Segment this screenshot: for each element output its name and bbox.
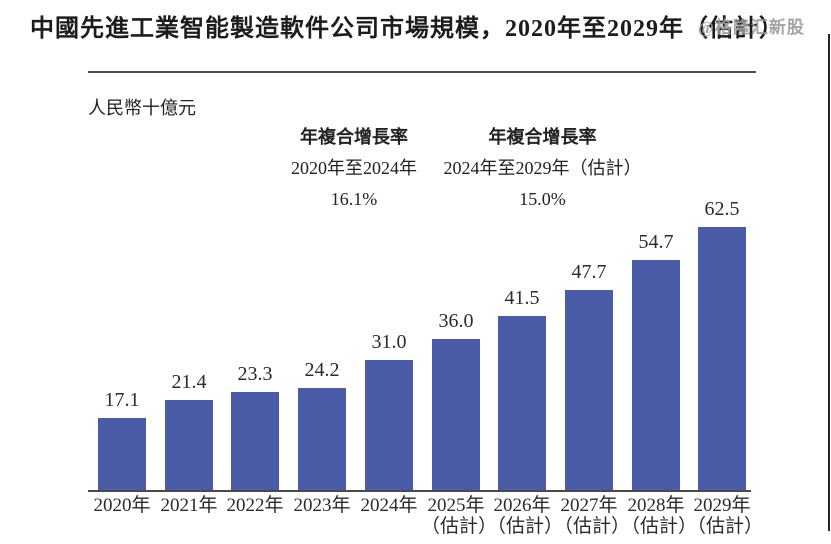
x-axis-label: 2029年 （估計） bbox=[687, 495, 764, 537]
x-axis-label-estimate-note: （估計） bbox=[621, 516, 698, 537]
bar-2020年 bbox=[98, 418, 146, 490]
cagr-annotation-2020-2024: 年複合增長率 2020年至2024年 16.1% bbox=[214, 126, 494, 219]
x-axis-label-year: 2028年 bbox=[627, 495, 685, 516]
unit-label: 人民幣十億元 bbox=[88, 98, 196, 118]
title-divider-line bbox=[88, 71, 756, 73]
x-axis-label-year: 2023年 bbox=[293, 495, 351, 516]
x-axis-label-estimate-note: （估計） bbox=[487, 516, 564, 537]
x-axis-label-year: 2022年 bbox=[226, 495, 284, 516]
bar-value-label: 62.5 bbox=[704, 198, 740, 220]
bar-2025年 bbox=[432, 339, 480, 490]
x-axis-label: 2028年 （估計） bbox=[621, 495, 698, 537]
x-axis-label-estimate-note: （估計） bbox=[421, 516, 498, 537]
bar-2029年 bbox=[698, 227, 746, 490]
bar-value-label: 54.7 bbox=[638, 231, 674, 253]
x-axis-label-year: 2024年 bbox=[360, 495, 418, 516]
cagr-value: 16.1% bbox=[330, 189, 378, 209]
x-axis-label: 2027年 （估計） bbox=[554, 495, 631, 537]
cagr-period: 2020年至2024年 bbox=[291, 158, 417, 178]
bar-value-label: 36.0 bbox=[438, 310, 474, 332]
cagr-label: 年複合增長率 bbox=[300, 127, 408, 147]
x-axis-label-year: 2021年 bbox=[160, 495, 218, 516]
x-axis-label: 2023年 bbox=[287, 495, 357, 516]
bar-2026年 bbox=[498, 316, 546, 490]
bar-value-label: 47.7 bbox=[571, 261, 607, 283]
x-axis-label: 2020年 bbox=[87, 495, 157, 516]
bar-2023年 bbox=[298, 388, 346, 490]
x-axis-label-estimate-note: （估計） bbox=[687, 516, 764, 537]
x-axis-label: 2022年 bbox=[220, 495, 290, 516]
watermark-text: @格隆汇新股 bbox=[698, 18, 805, 37]
bar-value-label: 24.2 bbox=[304, 359, 340, 381]
x-axis-label-year: 2026年 bbox=[493, 495, 551, 516]
cagr-period: 2024年至2029年（估計） bbox=[443, 158, 642, 178]
bar-value-label: 31.0 bbox=[371, 331, 407, 353]
cagr-value: 15.0% bbox=[519, 189, 566, 209]
x-axis-label-year: 2025年 bbox=[427, 495, 485, 516]
page-edge-line bbox=[828, 34, 830, 531]
bar-2028年 bbox=[632, 260, 680, 490]
page-title: 中國先進工業智能製造軟件公司市場規模，2020年至2029年（估計） bbox=[30, 16, 784, 42]
bar-value-label: 23.3 bbox=[237, 363, 273, 385]
bar-2027年 bbox=[565, 290, 613, 490]
bar-2022年 bbox=[231, 392, 279, 490]
cagr-label: 年複合增長率 bbox=[488, 127, 597, 147]
bar-value-label: 41.5 bbox=[504, 287, 540, 309]
x-axis-label-year: 2020年 bbox=[93, 495, 151, 516]
bar-value-label: 21.4 bbox=[171, 371, 207, 393]
x-axis-line bbox=[88, 490, 751, 492]
bar-2021年 bbox=[165, 400, 213, 490]
x-axis-label: 2026年 （估計） bbox=[487, 495, 564, 537]
x-axis-label: 2024年 bbox=[354, 495, 424, 516]
bar-value-label: 17.1 bbox=[104, 389, 140, 411]
x-axis-label-year: 2029年 bbox=[693, 495, 751, 516]
x-axis-label: 2025年 （估計） bbox=[421, 495, 498, 537]
bar-2024年 bbox=[365, 360, 413, 490]
x-axis-label-year: 2027年 bbox=[560, 495, 618, 516]
x-axis-label-estimate-note: （估計） bbox=[554, 516, 631, 537]
x-axis-label: 2021年 bbox=[154, 495, 224, 516]
cagr-annotation-2024-2029: 年複合增長率 2024年至2029年（估計） 15.0% bbox=[390, 126, 695, 219]
